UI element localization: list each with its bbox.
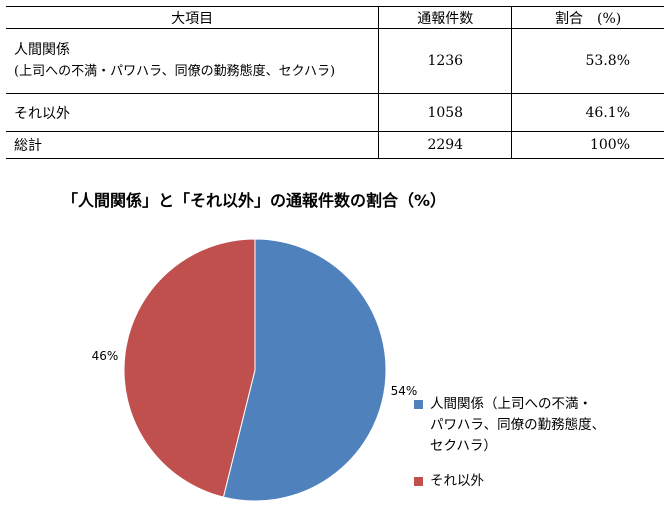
row-category: 人間関係	[14, 42, 70, 58]
row-category-note: (上司への不満・パワハラ、同僚の勤務態度、セクハラ)	[14, 64, 336, 79]
pie-slice-other	[123, 238, 256, 498]
row-percent: 100%	[511, 131, 664, 159]
row-percent: 46.1%	[511, 93, 664, 132]
legend-item-other: それ以外	[414, 471, 664, 492]
table-total-row: 総計 2294 100%	[6, 131, 664, 159]
legend-swatch-relationships	[414, 400, 423, 409]
pie-slice-relationships	[222, 238, 387, 502]
row-category-cell: 人間関係 (上司への不満・パワハラ、同僚の勤務態度、セクハラ)	[6, 28, 379, 94]
table-header-row: 大項目 通報件数 割合 (%)	[6, 6, 664, 29]
legend-swatch-other	[414, 477, 423, 486]
row-category: 総計	[6, 131, 379, 159]
row-category: それ以外	[6, 93, 379, 132]
table-row: それ以外 1058 46.1%	[6, 93, 664, 132]
pie-label-relationships: 54%	[391, 384, 418, 398]
summary-table: 大項目 通報件数 割合 (%) 人間関係 (上司への不満・パワハラ、同僚の勤務態…	[6, 6, 664, 159]
chart-legend: 人間関係（上司への不満・ パワハラ、同僚の勤務態度、 セクハラ） それ以外	[414, 394, 664, 506]
table-row: 人間関係 (上司への不満・パワハラ、同僚の勤務態度、セクハラ) 1236 53.…	[6, 28, 664, 94]
chart-title: 「人間関係」と「それ以外」の通報件数の割合（%）	[62, 191, 447, 210]
legend-label: それ以外	[430, 473, 484, 489]
row-count: 1058	[378, 93, 512, 132]
row-count: 2294	[378, 131, 512, 159]
pie-label-other: 46%	[92, 349, 119, 363]
legend-label-line: 人間関係（上司への不満・	[430, 396, 592, 412]
legend-label-line: セクハラ）	[430, 438, 497, 454]
legend-label-line: パワハラ、同僚の勤務態度、	[430, 417, 606, 433]
legend-item-relationships: 人間関係（上司への不満・ パワハラ、同僚の勤務態度、 セクハラ）	[414, 394, 664, 457]
row-percent: 53.8%	[511, 28, 664, 94]
header-percent: 割合 (%)	[511, 6, 664, 29]
